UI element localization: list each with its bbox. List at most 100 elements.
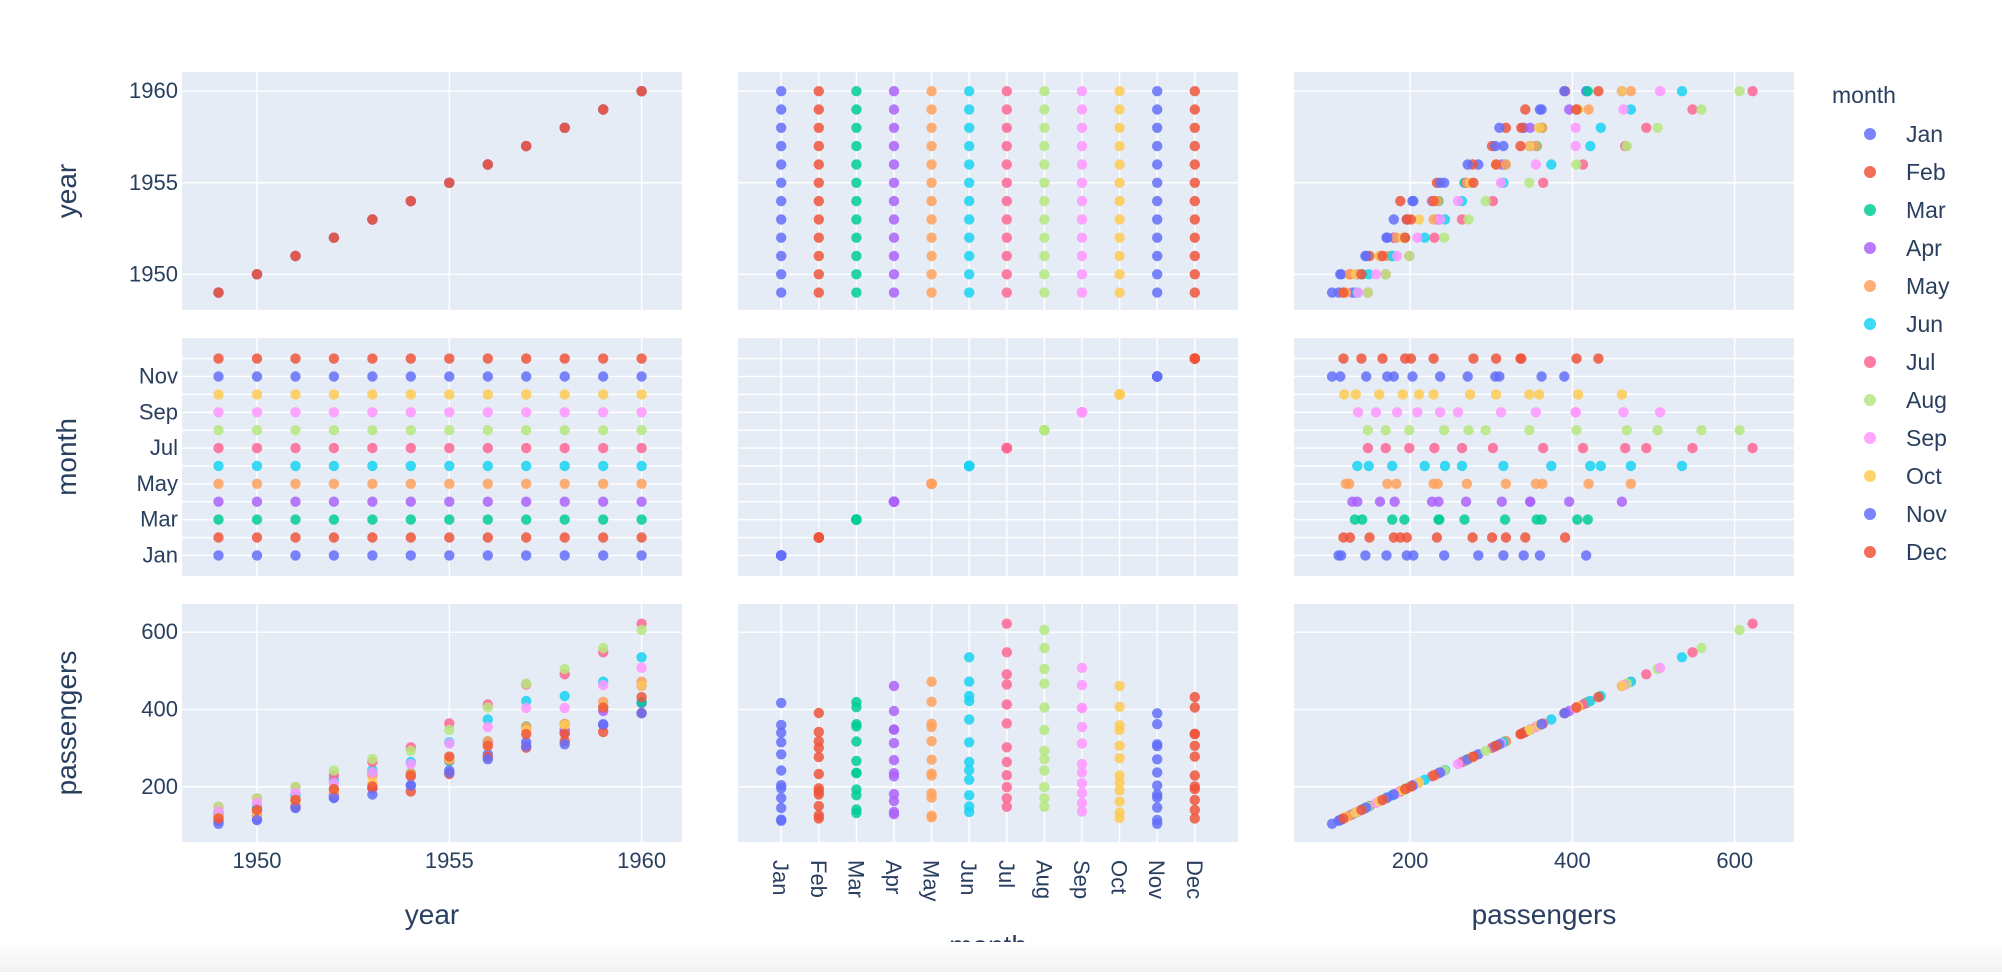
data-point-aug — [1039, 801, 1050, 812]
data-point-nov — [1152, 719, 1163, 730]
data-point-jun — [964, 86, 975, 97]
data-point-jun — [964, 195, 975, 207]
data-point-nov — [1326, 287, 1338, 298]
data-point-dec — [1189, 104, 1201, 115]
x-tick-label: 1950 — [233, 848, 282, 873]
data-point-aug — [598, 425, 609, 436]
data-point-nov — [1326, 371, 1338, 382]
data-point-sep — [251, 407, 263, 418]
data-point-aug — [482, 702, 493, 713]
data-point-apr — [328, 496, 340, 507]
data-point-sep — [1076, 269, 1088, 280]
data-point-dec — [482, 740, 493, 751]
legend-marker — [1864, 394, 1876, 406]
data-point-dec — [1571, 353, 1582, 364]
data-point-nov — [559, 739, 570, 750]
data-point-mar — [1433, 514, 1444, 525]
data-point-mar — [328, 514, 340, 525]
data-point-sep — [1391, 407, 1403, 418]
x-tick-label: Oct — [1107, 860, 1132, 894]
data-point-feb — [598, 532, 609, 543]
legend-marker — [1864, 470, 1876, 482]
data-point-apr — [1496, 496, 1508, 507]
data-point-aug — [1039, 793, 1050, 804]
data-point-jun — [964, 676, 975, 687]
y-tick-label: Jan — [143, 542, 178, 567]
data-point-jul — [1001, 159, 1012, 170]
data-point-jul — [1641, 669, 1652, 680]
data-point-aug — [1621, 140, 1633, 152]
legend-item-nov: Nov — [1864, 501, 1947, 527]
data-point-feb — [813, 726, 824, 738]
data-point-oct — [1114, 104, 1125, 115]
data-point-jan — [328, 550, 340, 561]
data-point-sep — [1370, 269, 1382, 280]
data-point-oct — [1114, 86, 1125, 97]
data-point-aug — [1039, 104, 1050, 115]
data-point-feb — [1344, 532, 1356, 543]
data-point-feb — [813, 159, 824, 170]
data-point-dec — [559, 353, 570, 364]
data-point-jun — [1625, 104, 1637, 115]
data-point-aug — [328, 765, 340, 776]
data-point-mar — [521, 514, 532, 525]
data-point-apr — [1564, 104, 1575, 115]
data-point-feb — [213, 532, 224, 543]
legend-marker — [1864, 242, 1876, 254]
data-point-nov — [1152, 214, 1163, 225]
data-point-nov — [1559, 371, 1570, 382]
legend-item-jul: Jul — [1864, 349, 1935, 375]
data-point-apr — [888, 159, 900, 170]
data-point-feb — [813, 287, 824, 298]
data-point-aug — [1039, 765, 1050, 776]
data-point-jun — [964, 250, 975, 262]
data-point-aug — [1039, 122, 1050, 133]
data-point-oct — [1114, 680, 1125, 692]
data-point-may — [926, 177, 937, 188]
data-point-jan — [776, 765, 787, 776]
data-point-jun — [1363, 269, 1374, 280]
legend-marker — [1864, 508, 1876, 520]
data-point-nov — [290, 371, 301, 382]
data-point-jan — [776, 749, 787, 760]
data-point-mar — [367, 514, 378, 525]
data-point-mar — [405, 514, 416, 525]
data-point-may — [1461, 478, 1473, 489]
data-point-jul — [213, 442, 224, 454]
data-point-mar — [851, 177, 862, 188]
data-point-dec — [598, 353, 609, 364]
data-point-oct — [1114, 177, 1125, 188]
data-point-apr — [888, 269, 900, 280]
data-point-may — [1625, 86, 1637, 97]
data-point-nov — [1434, 371, 1446, 382]
data-point-sep — [559, 407, 570, 418]
data-point-may — [926, 232, 937, 243]
data-point-feb — [1431, 532, 1443, 543]
data-point-feb — [813, 707, 824, 719]
x-tick-label: Aug — [1031, 860, 1056, 899]
data-point-jun — [405, 460, 416, 472]
data-point-feb — [367, 532, 378, 543]
data-point-sep — [1434, 214, 1446, 225]
data-point-jun — [964, 790, 975, 801]
data-point-apr — [482, 496, 493, 507]
data-point-apr — [888, 754, 900, 766]
data-point-nov — [1536, 104, 1547, 115]
x-tick-label: Jun — [956, 860, 981, 895]
data-point-oct — [1114, 140, 1125, 152]
data-point-dec — [1516, 728, 1527, 739]
data-point-nov — [1152, 767, 1163, 778]
data-point-oct — [444, 389, 455, 400]
data-point-apr — [1374, 496, 1386, 507]
data-point-dec — [405, 353, 416, 364]
data-point-may — [559, 478, 570, 489]
data-point-sep — [444, 738, 455, 749]
data-point-mar — [851, 696, 862, 708]
data-point-jun — [1595, 460, 1607, 472]
data-point-may — [1432, 478, 1443, 489]
data-point-aug — [1039, 663, 1050, 675]
data-point-may — [251, 478, 263, 489]
data-point-feb — [813, 250, 824, 262]
data-point-jan — [776, 159, 787, 170]
data-point-jan — [776, 86, 787, 97]
